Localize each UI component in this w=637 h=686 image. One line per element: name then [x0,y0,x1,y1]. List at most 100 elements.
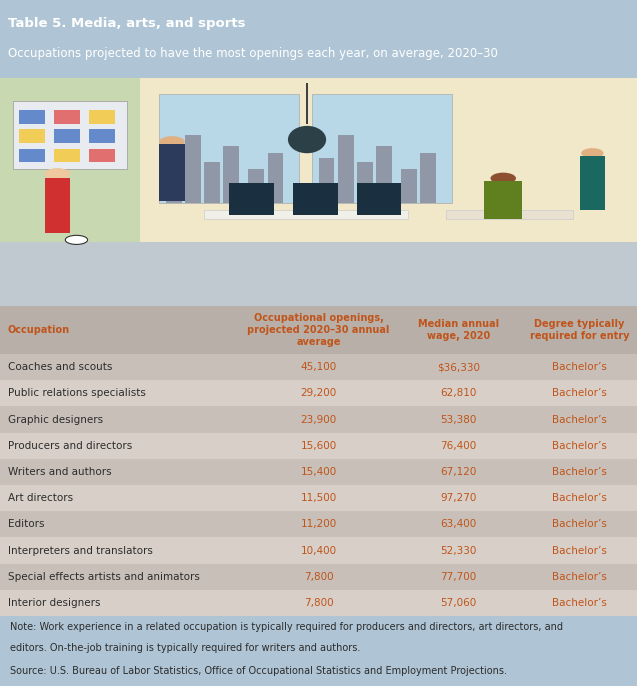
Bar [159,144,185,201]
Text: Public relations specialists: Public relations specialists [8,388,145,399]
Text: Source: U.S. Bureau of Labor Statistics, Office of Occupational Statistics and E: Source: U.S. Bureau of Labor Statistics,… [10,666,506,676]
Text: 53,380: 53,380 [440,414,477,425]
Bar [185,135,201,204]
Text: Bachelor’s: Bachelor’s [552,571,607,582]
Bar [0,406,637,433]
Text: Note: Work experience in a related occupation is typically required for producer: Note: Work experience in a related occup… [10,622,562,632]
Bar [89,129,115,143]
Bar [0,354,637,380]
Text: Interpreters and translators: Interpreters and translators [8,545,152,556]
Bar [268,153,283,204]
Text: Bachelor’s: Bachelor’s [552,440,607,451]
Bar [54,110,80,123]
Text: $36,330: $36,330 [437,362,480,372]
Bar [89,149,115,163]
Text: Special effects artists and animators: Special effects artists and animators [8,571,199,582]
Bar [0,433,637,459]
Text: 23,900: 23,900 [301,414,336,425]
Bar [0,485,637,511]
Bar [45,178,70,233]
Bar [223,146,239,204]
Text: 29,200: 29,200 [301,388,336,399]
Bar [580,156,605,210]
Text: Bachelor’s: Bachelor’s [552,598,607,608]
Bar [89,110,115,123]
Bar [204,210,408,220]
Bar [0,380,637,406]
Bar [318,158,334,204]
Bar [166,158,182,204]
Text: 7,800: 7,800 [304,598,333,608]
Bar [159,94,299,204]
Bar [0,511,637,537]
Text: Bachelor’s: Bachelor’s [552,414,607,425]
Bar [446,210,573,220]
Bar [401,169,417,204]
Text: 67,120: 67,120 [440,467,477,477]
Text: 97,270: 97,270 [440,493,477,503]
Bar [0,242,637,306]
Text: Editors: Editors [8,519,44,530]
Bar [19,110,45,123]
Ellipse shape [490,173,516,184]
Text: 15,400: 15,400 [301,467,336,477]
Bar [0,306,637,354]
Bar [357,183,401,215]
Bar [420,153,436,204]
Bar [248,169,264,204]
Bar [54,149,80,163]
Bar [0,78,140,242]
Ellipse shape [582,148,604,158]
Text: 63,400: 63,400 [441,519,476,530]
Text: Occupations projected to have the most openings each year, on average, 2020–30: Occupations projected to have the most o… [8,47,497,60]
Bar [0,459,637,485]
Text: Bachelor’s: Bachelor’s [552,467,607,477]
Text: Median annual
wage, 2020: Median annual wage, 2020 [418,319,499,341]
Bar [0,590,637,616]
Text: 76,400: 76,400 [441,440,476,451]
Text: Producers and directors: Producers and directors [8,440,132,451]
Bar [312,94,452,204]
Ellipse shape [65,235,88,244]
Text: Occupational openings,
projected 2020–30 annual
average: Occupational openings, projected 2020–30… [247,314,390,346]
Text: Bachelor’s: Bachelor’s [552,519,607,530]
Bar [19,149,45,163]
Bar [0,564,637,590]
Bar [484,180,522,220]
Text: Bachelor’s: Bachelor’s [552,545,607,556]
Bar [19,129,45,143]
Text: 7,800: 7,800 [304,571,333,582]
Text: Graphic designers: Graphic designers [8,414,103,425]
Text: editors. On-the-job training is typically required for writers and authors.: editors. On-the-job training is typicall… [10,643,360,652]
Text: 52,330: 52,330 [440,545,477,556]
Text: 77,700: 77,700 [441,571,476,582]
Text: 62,810: 62,810 [440,388,477,399]
Text: 57,060: 57,060 [441,598,476,608]
Text: Bachelor’s: Bachelor’s [552,388,607,399]
Bar [54,129,80,143]
Text: Coaches and scouts: Coaches and scouts [8,362,112,372]
Text: 11,500: 11,500 [301,493,336,503]
Text: Writers and authors: Writers and authors [8,467,111,477]
Bar [0,78,637,249]
Text: Table 5. Media, arts, and sports: Table 5. Media, arts, and sports [8,17,245,30]
Text: Occupation: Occupation [8,325,70,335]
Text: Art directors: Art directors [8,493,73,503]
Text: Interior designers: Interior designers [8,598,100,608]
Bar [306,82,308,123]
Text: Degree typically
required for entry: Degree typically required for entry [530,319,629,341]
Ellipse shape [45,168,70,180]
Ellipse shape [288,126,326,153]
Text: 45,100: 45,100 [301,362,336,372]
Ellipse shape [159,136,185,147]
Bar [357,163,373,204]
Bar [204,163,220,204]
Bar [293,183,338,215]
Bar [0,537,637,564]
Bar [376,146,392,204]
Text: Bachelor’s: Bachelor’s [552,493,607,503]
Text: 15,600: 15,600 [301,440,336,451]
Bar [229,183,274,215]
Text: 10,400: 10,400 [301,545,336,556]
Bar [13,101,127,169]
